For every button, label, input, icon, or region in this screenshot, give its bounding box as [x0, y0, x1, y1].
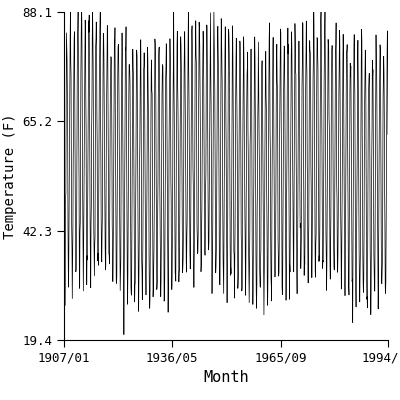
X-axis label: Month: Month	[203, 370, 249, 385]
Y-axis label: Temperature (F): Temperature (F)	[3, 113, 17, 239]
